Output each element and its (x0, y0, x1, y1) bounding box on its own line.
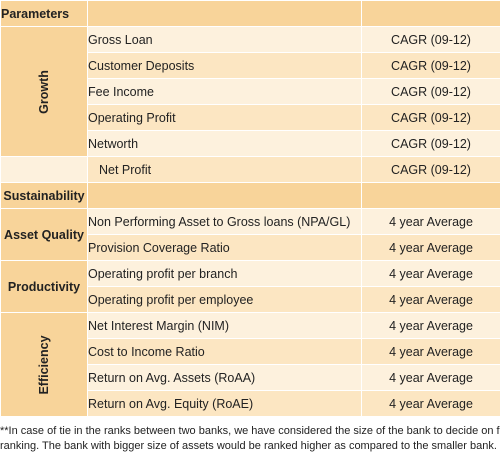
param-provision-coverage: Provision Coverage Ratio (87, 234, 362, 261)
footnote-line-1: **In case of tie in the ranks between tw… (0, 425, 500, 437)
table-row: Efficiency Net Interest Margin (NIM) 4 y… (0, 312, 500, 417)
footnote: **In case of tie in the ranks between tw… (0, 424, 500, 454)
metric-npa-gl: 4 year Average (361, 208, 500, 235)
param-net-profit: Net Profit (87, 156, 362, 183)
sustainability-blank-2 (87, 182, 362, 209)
category-growth-label: Growth (37, 69, 51, 114)
param-npa-gl: Non Performing Asset to Gross loans (NPA… (87, 208, 362, 235)
param-nim: Net Interest Margin (NIM) (87, 312, 362, 339)
param-networth: Networth (87, 130, 362, 157)
header-blank-2 (87, 0, 362, 27)
metric-networth: CAGR (09-12) (361, 130, 500, 157)
metric-net-profit: CAGR (09-12) (361, 156, 500, 183)
metric-provision-coverage: 4 year Average (361, 234, 500, 261)
header-blank-3 (361, 0, 500, 27)
table-row: Return on Avg. Assets (RoAA) 4 year Aver… (1, 364, 500, 391)
category-blank-cell (0, 156, 88, 183)
param-gross-loan: Gross Loan (87, 26, 362, 53)
table-row: Networth CAGR (09-12) (1, 130, 500, 157)
metric-nim: 4 year Average (361, 312, 500, 339)
metric-op-profit-branch: 4 year Average (361, 260, 500, 287)
param-op-profit-employee: Operating profit per employee (87, 286, 362, 313)
header-parameters: Parameters (0, 0, 88, 27)
param-fee-income: Fee Income (87, 78, 362, 105)
metric-customer-deposits: CAGR (09-12) (361, 52, 500, 79)
table-row: Customer Deposits CAGR (09-12) (1, 52, 500, 79)
param-operating-profit: Operating Profit (87, 104, 362, 131)
category-sustainability: Sustainability (0, 182, 88, 209)
metric-cost-income: 4 year Average (361, 338, 500, 365)
table-row: Sustainability (0, 182, 500, 209)
table-row: Provision Coverage Ratio 4 year Average (1, 234, 500, 261)
metric-fee-income: CAGR (09-12) (361, 78, 500, 105)
table-header-row: Parameters (0, 0, 500, 27)
param-cost-income: Cost to Income Ratio (87, 338, 362, 365)
metric-operating-profit: CAGR (09-12) (361, 104, 500, 131)
metric-op-profit-employee: 4 year Average (361, 286, 500, 313)
sustainability-blank-3 (361, 182, 500, 209)
metric-gross-loan: CAGR (09-12) (361, 26, 500, 53)
footnote-line-2: ranking. The bank with bigger size of as… (0, 440, 497, 452)
category-growth: Growth (0, 26, 88, 157)
table-row: Operating profit per employee 4 year Ave… (1, 286, 500, 313)
category-efficiency-label: Efficiency (37, 334, 51, 395)
metric-roae: 4 year Average (361, 390, 500, 417)
table-row: Growth Gross Loan CAGR (09-12) (0, 26, 500, 157)
table-row: Asset Quality Non Performing Asset to Gr… (0, 208, 500, 261)
table-row: Cost to Income Ratio 4 year Average (1, 338, 500, 365)
param-roae: Return on Avg. Equity (RoAE) (87, 390, 362, 417)
table-row: Return on Avg. Equity (RoAE) 4 year Aver… (1, 390, 500, 417)
param-roaa: Return on Avg. Assets (RoAA) (87, 364, 362, 391)
param-op-profit-branch: Operating profit per branch (87, 260, 362, 287)
category-efficiency: Efficiency (0, 312, 88, 417)
metric-roaa: 4 year Average (361, 364, 500, 391)
table-row: Operating Profit CAGR (09-12) (1, 104, 500, 131)
table-row: Productivity Operating profit per branch… (0, 260, 500, 313)
parameters-table: Parameters Growth Gross Loan CAGR (09-12… (0, 0, 500, 417)
category-asset-quality: Asset Quality (0, 208, 88, 261)
category-productivity: Productivity (0, 260, 88, 313)
table-row: Net Profit CAGR (09-12) (0, 156, 500, 183)
param-customer-deposits: Customer Deposits (87, 52, 362, 79)
